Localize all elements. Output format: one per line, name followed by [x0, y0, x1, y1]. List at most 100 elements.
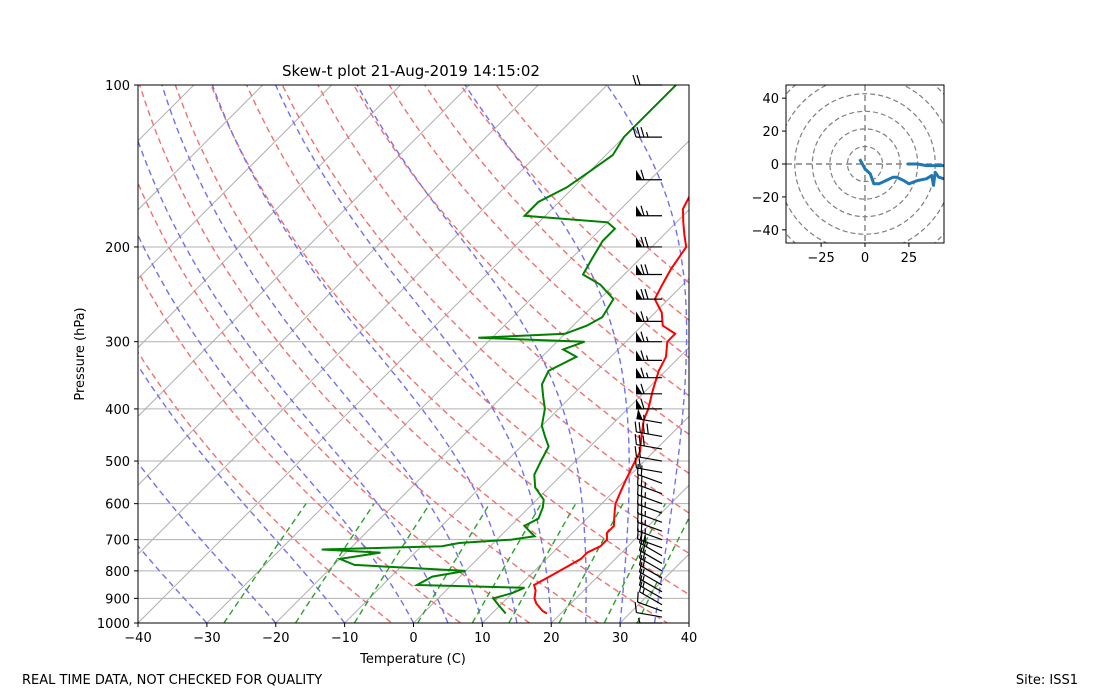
wind-barb-staff [637, 494, 663, 505]
wind-barb-full [634, 457, 637, 469]
y-tick-label: 700 [105, 534, 130, 549]
wind-barb [634, 421, 663, 438]
mixing-ratio-line [353, 503, 431, 623]
isotherm-line [138, 85, 539, 486]
wind-barb-staff [636, 455, 663, 462]
wind-barb-half [642, 575, 645, 581]
wind-barb [636, 350, 662, 361]
isotherm-line [746, 60, 1100, 634]
wind-barb-staff [639, 591, 663, 606]
wind-barb-half [645, 131, 649, 138]
wind-barb-full [638, 446, 641, 458]
wind-barb-half [642, 582, 645, 588]
wind-barb [636, 383, 662, 395]
wind-barb-full [636, 493, 639, 505]
mixing-ratio-line [294, 503, 375, 623]
dry-adiabat-line [352, 85, 689, 436]
moist-adiabat-line [138, 544, 208, 623]
wind-barb-full [646, 423, 649, 435]
wind-barb [632, 126, 662, 138]
wind-barb-full [634, 602, 637, 613]
skewt-reference-lines [138, 85, 689, 623]
wind-barb-full [642, 542, 646, 553]
x-tick-label: −40 [124, 631, 151, 646]
wind-barb [636, 484, 663, 505]
x-tick-label: −20 [262, 631, 289, 646]
wind-barb-full [634, 421, 637, 432]
hodo-y-tick-label: −40 [752, 224, 779, 239]
wind-barb-full [642, 549, 646, 561]
isotherm-line [343, 277, 689, 623]
hodograph-trace [858, 158, 944, 187]
wind-barb [636, 311, 662, 322]
wind-barb-full [636, 463, 639, 475]
mixing-ratio-line [223, 503, 307, 623]
x-tick-label: 0 [409, 631, 417, 646]
dry-adiabat-line [245, 85, 689, 555]
isotherm-line [0, 60, 12, 634]
wind-barb-full [640, 311, 645, 322]
wind-barb-pennant [636, 408, 643, 420]
dry-adiabat-line [174, 85, 669, 623]
wind-barb [636, 205, 662, 217]
wind-barb-full [640, 236, 645, 248]
wind-barb-staff [637, 601, 663, 612]
hodo-y-tick-label: 40 [762, 92, 779, 107]
y-tick-label: 800 [105, 565, 130, 580]
dry-adiabat-line [210, 85, 689, 596]
wind-barb-staff [637, 530, 663, 541]
isotherm-line [138, 85, 608, 555]
wind-barb-full [640, 331, 645, 342]
hodo-x-tick-label: 0 [861, 251, 869, 266]
isotherm-line [206, 140, 689, 623]
isotherm-line [815, 60, 1100, 634]
quality-note: REAL TIME DATA, NOT CHECKED FOR QUALITY [22, 673, 323, 688]
y-tick-label: 100 [105, 79, 130, 94]
wind-barb-staff [636, 611, 663, 618]
wind-barb [638, 547, 663, 572]
wind-barb-staff [639, 549, 663, 564]
wind-barb-full [632, 126, 637, 138]
skewt-series [321, 85, 689, 615]
isotherm-line [619, 553, 689, 623]
wind-barb [636, 367, 662, 379]
x-tick-label: −10 [331, 631, 358, 646]
wind-barb-full [640, 367, 645, 378]
moist-adiabat-line [138, 461, 277, 623]
wind-barb-pennant [636, 169, 643, 180]
wind-barb-staff [639, 584, 663, 599]
wind-barb-staff [636, 443, 663, 450]
x-tick-label: 30 [612, 631, 629, 646]
hodograph-trace [907, 162, 944, 168]
wind-barb-pennant [636, 367, 643, 378]
wind-barb-full [636, 591, 639, 603]
wind-barb-half [642, 588, 645, 594]
isotherm-line [688, 622, 689, 623]
wind-barb-staff [637, 538, 663, 549]
dry-adiabat-line [459, 85, 689, 321]
wind-barb-full [638, 561, 643, 573]
wind-barb [636, 463, 663, 484]
wind-barb-full [638, 554, 643, 566]
wind-barb-full [640, 169, 645, 180]
wind-barb-half [645, 210, 649, 216]
wind-barb-staff [639, 542, 663, 557]
moist-adiabat-line [161, 85, 484, 623]
wind-barb [638, 575, 663, 599]
wind-barb-full [638, 540, 643, 551]
isotherm-line [138, 85, 677, 623]
moist-adiabat-line [274, 85, 552, 623]
wind-barb-full [636, 74, 641, 86]
wind-barb-full [640, 383, 645, 395]
x-tick-label: −30 [193, 631, 220, 646]
isotherm-line [481, 415, 689, 623]
isotherm-line [138, 85, 264, 211]
dry-adiabat-line [388, 85, 689, 397]
wind-barb [634, 602, 663, 618]
skewt-title: Skew-t plot 21-Aug-2019 14:15:02 [282, 62, 540, 80]
wind-barb-pennant [636, 236, 643, 247]
wind-barb-staff [637, 512, 663, 523]
wind-barb [638, 561, 663, 586]
dry-adiabat-line [139, 85, 600, 623]
